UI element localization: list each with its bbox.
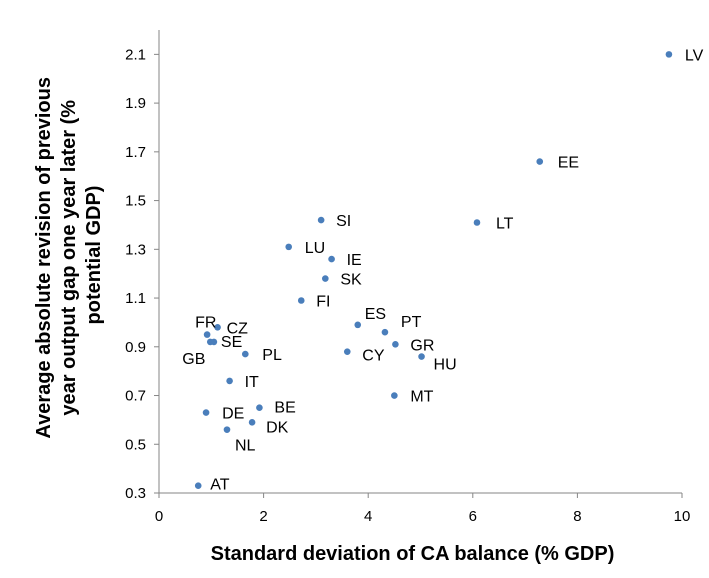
point-label-gr: GR bbox=[410, 337, 434, 354]
point-label-mt: MT bbox=[410, 389, 433, 406]
x-axis-title: Standard deviation of CA balance (% GDP) bbox=[211, 543, 615, 565]
data-point-de bbox=[202, 409, 210, 416]
point-label-it: IT bbox=[245, 374, 259, 391]
x-tick-label: 8 bbox=[573, 508, 581, 525]
data-point-at bbox=[194, 482, 202, 489]
data-point-lv bbox=[665, 51, 673, 58]
point-label-cy: CY bbox=[362, 348, 385, 365]
x-tick-label: 0 bbox=[155, 508, 163, 525]
data-point-sk bbox=[322, 275, 329, 282]
axes bbox=[158, 30, 682, 494]
data-point-mt bbox=[391, 392, 398, 399]
data-point-dk bbox=[248, 419, 256, 426]
y-tick-label: 0.9 bbox=[125, 339, 146, 356]
y-tick-label: 1.9 bbox=[125, 95, 146, 112]
data-point-lt bbox=[473, 219, 481, 226]
y-axis-title-line-3: potential GDP) bbox=[83, 186, 105, 325]
data-point-cy bbox=[343, 348, 351, 355]
point-label-de: DE bbox=[222, 406, 244, 423]
y-tick-label: 1.5 bbox=[125, 193, 146, 210]
point-label-lv: LV bbox=[685, 47, 704, 64]
y-axis-title: Average absolute revision of previous ye… bbox=[33, 71, 105, 438]
data-point-it bbox=[226, 377, 233, 385]
data-point-gr bbox=[392, 341, 399, 348]
data-point-nl bbox=[223, 426, 231, 433]
y-axis-title-line-1: Average absolute revision of previous bbox=[33, 77, 55, 439]
point-label-be: BE bbox=[274, 400, 295, 417]
point-label-ie: IE bbox=[347, 252, 362, 269]
data-point-si bbox=[317, 216, 325, 224]
point-label-es: ES bbox=[365, 306, 386, 323]
data-point-hu bbox=[418, 353, 425, 360]
data-point-fi bbox=[297, 297, 305, 304]
y-tick-label: 0.5 bbox=[125, 436, 146, 453]
data-point-cz bbox=[214, 323, 221, 331]
data-point-lu bbox=[285, 243, 293, 251]
data-point-be bbox=[256, 404, 263, 412]
y-tick-label: 1.1 bbox=[125, 290, 146, 307]
point-label-at: AT bbox=[210, 477, 229, 494]
y-tick-label: 2.1 bbox=[125, 46, 146, 63]
point-label-si: SI bbox=[336, 213, 351, 230]
point-label-fr: FR bbox=[195, 315, 216, 332]
y-tick-label: 0.7 bbox=[125, 388, 146, 405]
point-label-se: SE bbox=[221, 334, 242, 351]
point-label-dk: DK bbox=[266, 419, 289, 436]
data-point-gb bbox=[206, 338, 214, 346]
point-label-pl: PL bbox=[262, 347, 282, 364]
x-tick-label: 4 bbox=[364, 508, 372, 525]
data-points bbox=[194, 51, 673, 489]
x-tick-label: 10 bbox=[674, 508, 691, 525]
point-label-gb: GB bbox=[182, 351, 205, 368]
data-point-fr bbox=[203, 331, 211, 338]
y-tick-label: 1.7 bbox=[125, 144, 146, 161]
data-point-ie bbox=[328, 255, 335, 263]
point-label-nl: NL bbox=[235, 438, 256, 455]
point-label-lt: LT bbox=[496, 216, 514, 233]
y-tick-label: 1.3 bbox=[125, 241, 146, 258]
data-point-ee bbox=[536, 158, 544, 165]
point-label-hu: HU bbox=[434, 357, 457, 374]
point-label-ee: EE bbox=[558, 155, 579, 172]
point-label-cz: CZ bbox=[227, 320, 249, 337]
x-tick-label: 6 bbox=[469, 508, 477, 525]
y-axis-title-line-2: year output gap one year later (% bbox=[58, 100, 80, 416]
point-label-sk: SK bbox=[340, 272, 362, 289]
data-point-pt bbox=[381, 328, 389, 336]
point-label-fi: FI bbox=[316, 293, 330, 310]
x-tick-label: 2 bbox=[259, 508, 267, 525]
data-point-pl bbox=[241, 350, 249, 358]
point-label-pt: PT bbox=[401, 314, 422, 331]
y-axis-ticks: 0.3 0.5 0.7 0.9 1.1 1.3 1.5 1.7 1.9 2.1 bbox=[125, 46, 159, 502]
x-axis-ticks: 0 2 4 6 8 10 bbox=[155, 493, 691, 525]
data-point-es bbox=[354, 321, 362, 329]
point-label-lu: LU bbox=[305, 240, 325, 257]
y-tick-label: 0.3 bbox=[125, 485, 146, 502]
